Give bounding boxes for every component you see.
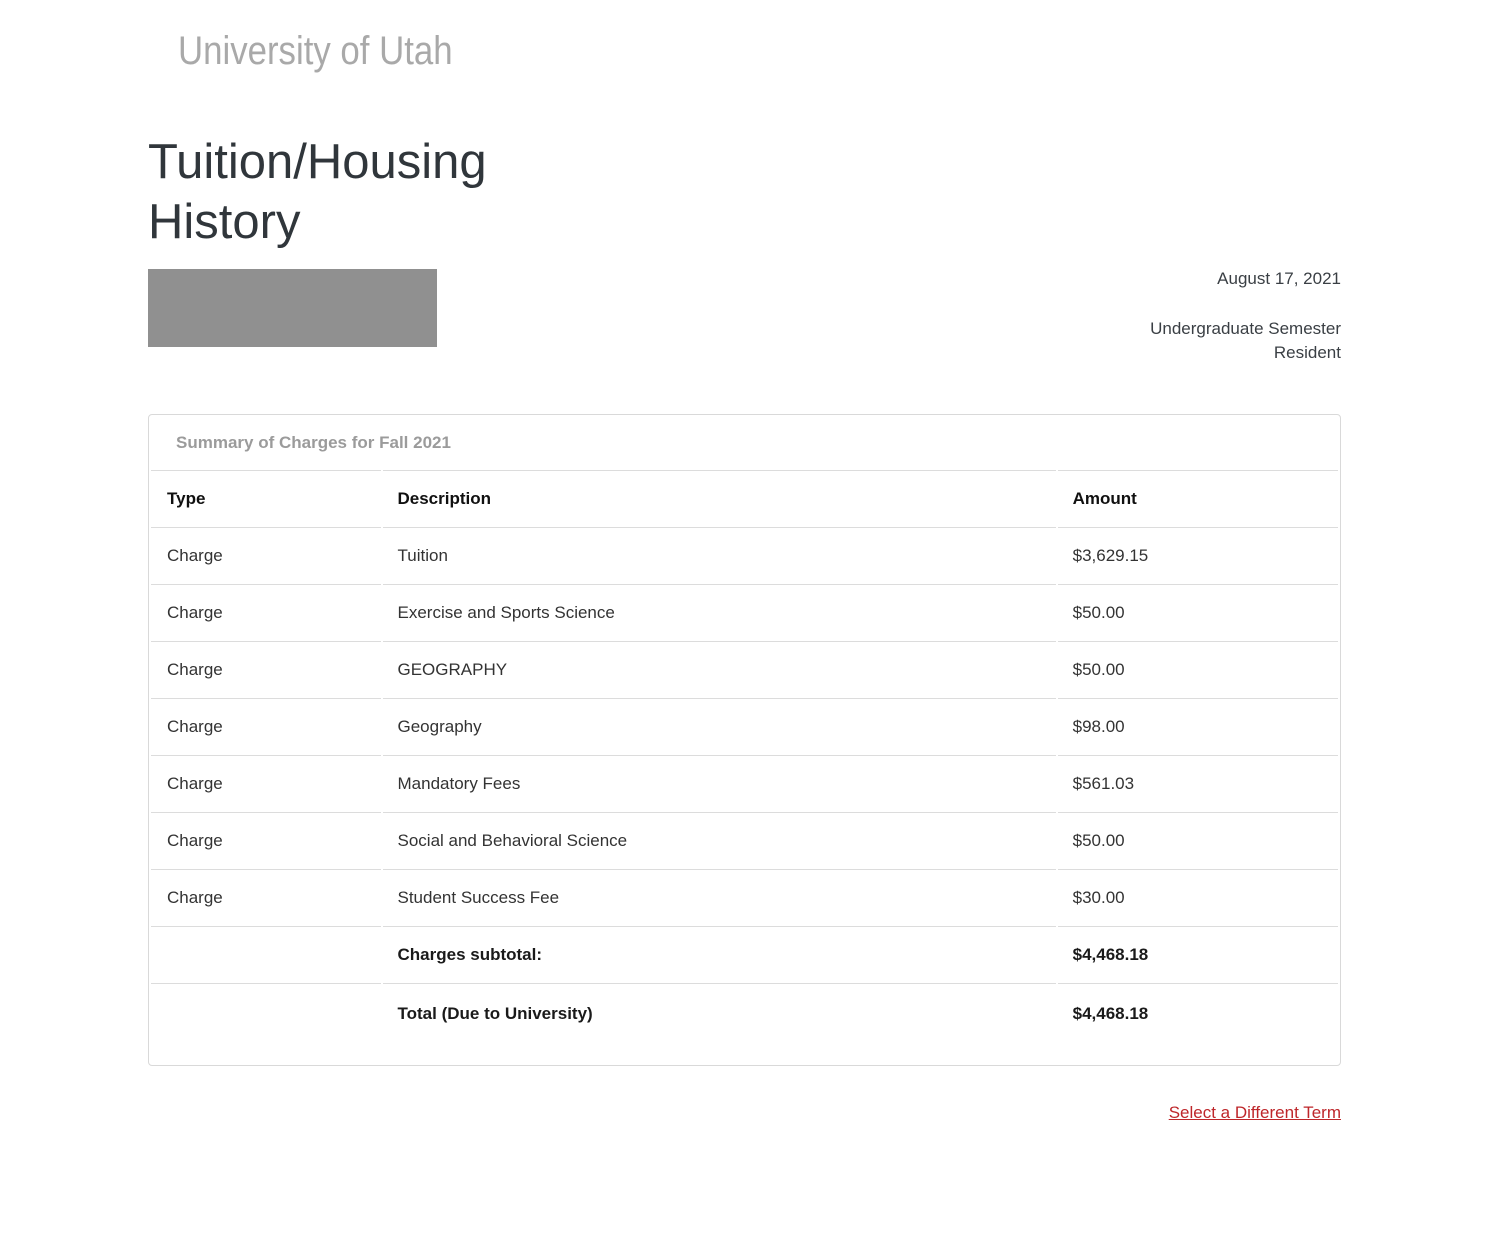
column-header-amount: Amount — [1057, 470, 1338, 528]
table-header-row: Type Description Amount — [151, 470, 1338, 528]
total-label: Total (Due to University) — [397, 1004, 593, 1023]
cell-description: Student Success Fee — [382, 870, 1056, 927]
cell-amount: $3,629.15 — [1057, 528, 1338, 585]
redacted-student-info — [148, 269, 437, 347]
cell-description: GEOGRAPHY — [382, 642, 1056, 699]
page-content: University of Utah Tuition/Housing Histo… — [148, 0, 1341, 1243]
cell-type: Charge — [151, 642, 381, 699]
semester-type: Undergraduate Semester — [1150, 319, 1341, 338]
subtotal-row: Charges subtotal: $4,468.18 — [151, 927, 1338, 984]
semester-info: Undergraduate Semester Resident — [1150, 317, 1341, 365]
total-amount: $4,468.18 — [1072, 1004, 1149, 1023]
cell-type: Charge — [151, 813, 381, 870]
cell-description: Tuition — [382, 528, 1056, 585]
cell-type-empty — [151, 984, 381, 1065]
cell-description: Geography — [382, 699, 1056, 756]
cell-amount: $50.00 — [1057, 813, 1338, 870]
cell-type: Charge — [151, 756, 381, 813]
table-row: Charge Social and Behavioral Science $50… — [151, 813, 1338, 870]
table-row: Charge Mandatory Fees $561.03 — [151, 756, 1338, 813]
cell-amount: $30.00 — [1057, 870, 1338, 927]
select-different-term-link[interactable]: Select a Different Term — [1168, 1103, 1341, 1122]
subtotal-amount: $4,468.18 — [1057, 927, 1338, 984]
page-title: Tuition/Housing History — [148, 135, 487, 249]
cell-description: Mandatory Fees — [382, 756, 1056, 813]
residency-status: Resident — [1273, 343, 1341, 362]
cell-amount: $50.00 — [1057, 585, 1338, 642]
table-row: Charge Tuition $3,629.15 — [151, 528, 1338, 585]
subtotal-label: Charges subtotal: — [382, 927, 1056, 984]
table-row: Charge Geography $98.00 — [151, 699, 1338, 756]
cell-amount: $561.03 — [1057, 756, 1338, 813]
summary-card-header: Summary of Charges for Fall 2021 — [176, 433, 451, 452]
statement-meta: August 17, 2021 Undergraduate Semester R… — [148, 269, 1341, 365]
cell-type: Charge — [151, 870, 381, 927]
charges-table: Type Description Amount Charge Tuition $… — [149, 470, 1340, 1065]
cell-description: Exercise and Sports Science — [382, 585, 1056, 642]
cell-type-empty — [151, 927, 381, 984]
table-row: Charge Exercise and Sports Science $50.0… — [151, 585, 1338, 642]
column-header-type: Type — [151, 470, 381, 528]
footer: Select a Different Term — [148, 1103, 1341, 1243]
total-row: Total (Due to University) $4,468.18 — [151, 984, 1338, 1065]
table-row: Charge Student Success Fee $30.00 — [151, 870, 1338, 927]
university-logo: University of Utah — [178, 29, 453, 73]
column-header-description: Description — [382, 470, 1056, 528]
cell-type: Charge — [151, 585, 381, 642]
cell-type: Charge — [151, 528, 381, 585]
statement-date: August 17, 2021 — [1217, 269, 1341, 288]
cell-amount: $50.00 — [1057, 642, 1338, 699]
university-logo-container: University of Utah — [148, 0, 1341, 76]
cell-type: Charge — [151, 699, 381, 756]
table-row: Charge GEOGRAPHY $50.00 — [151, 642, 1338, 699]
summary-of-charges-card: Summary of Charges for Fall 2021 Type De… — [148, 414, 1341, 1066]
cell-amount: $98.00 — [1057, 699, 1338, 756]
statement-info: August 17, 2021 Undergraduate Semester R… — [1150, 269, 1341, 365]
cell-description: Social and Behavioral Science — [382, 813, 1056, 870]
